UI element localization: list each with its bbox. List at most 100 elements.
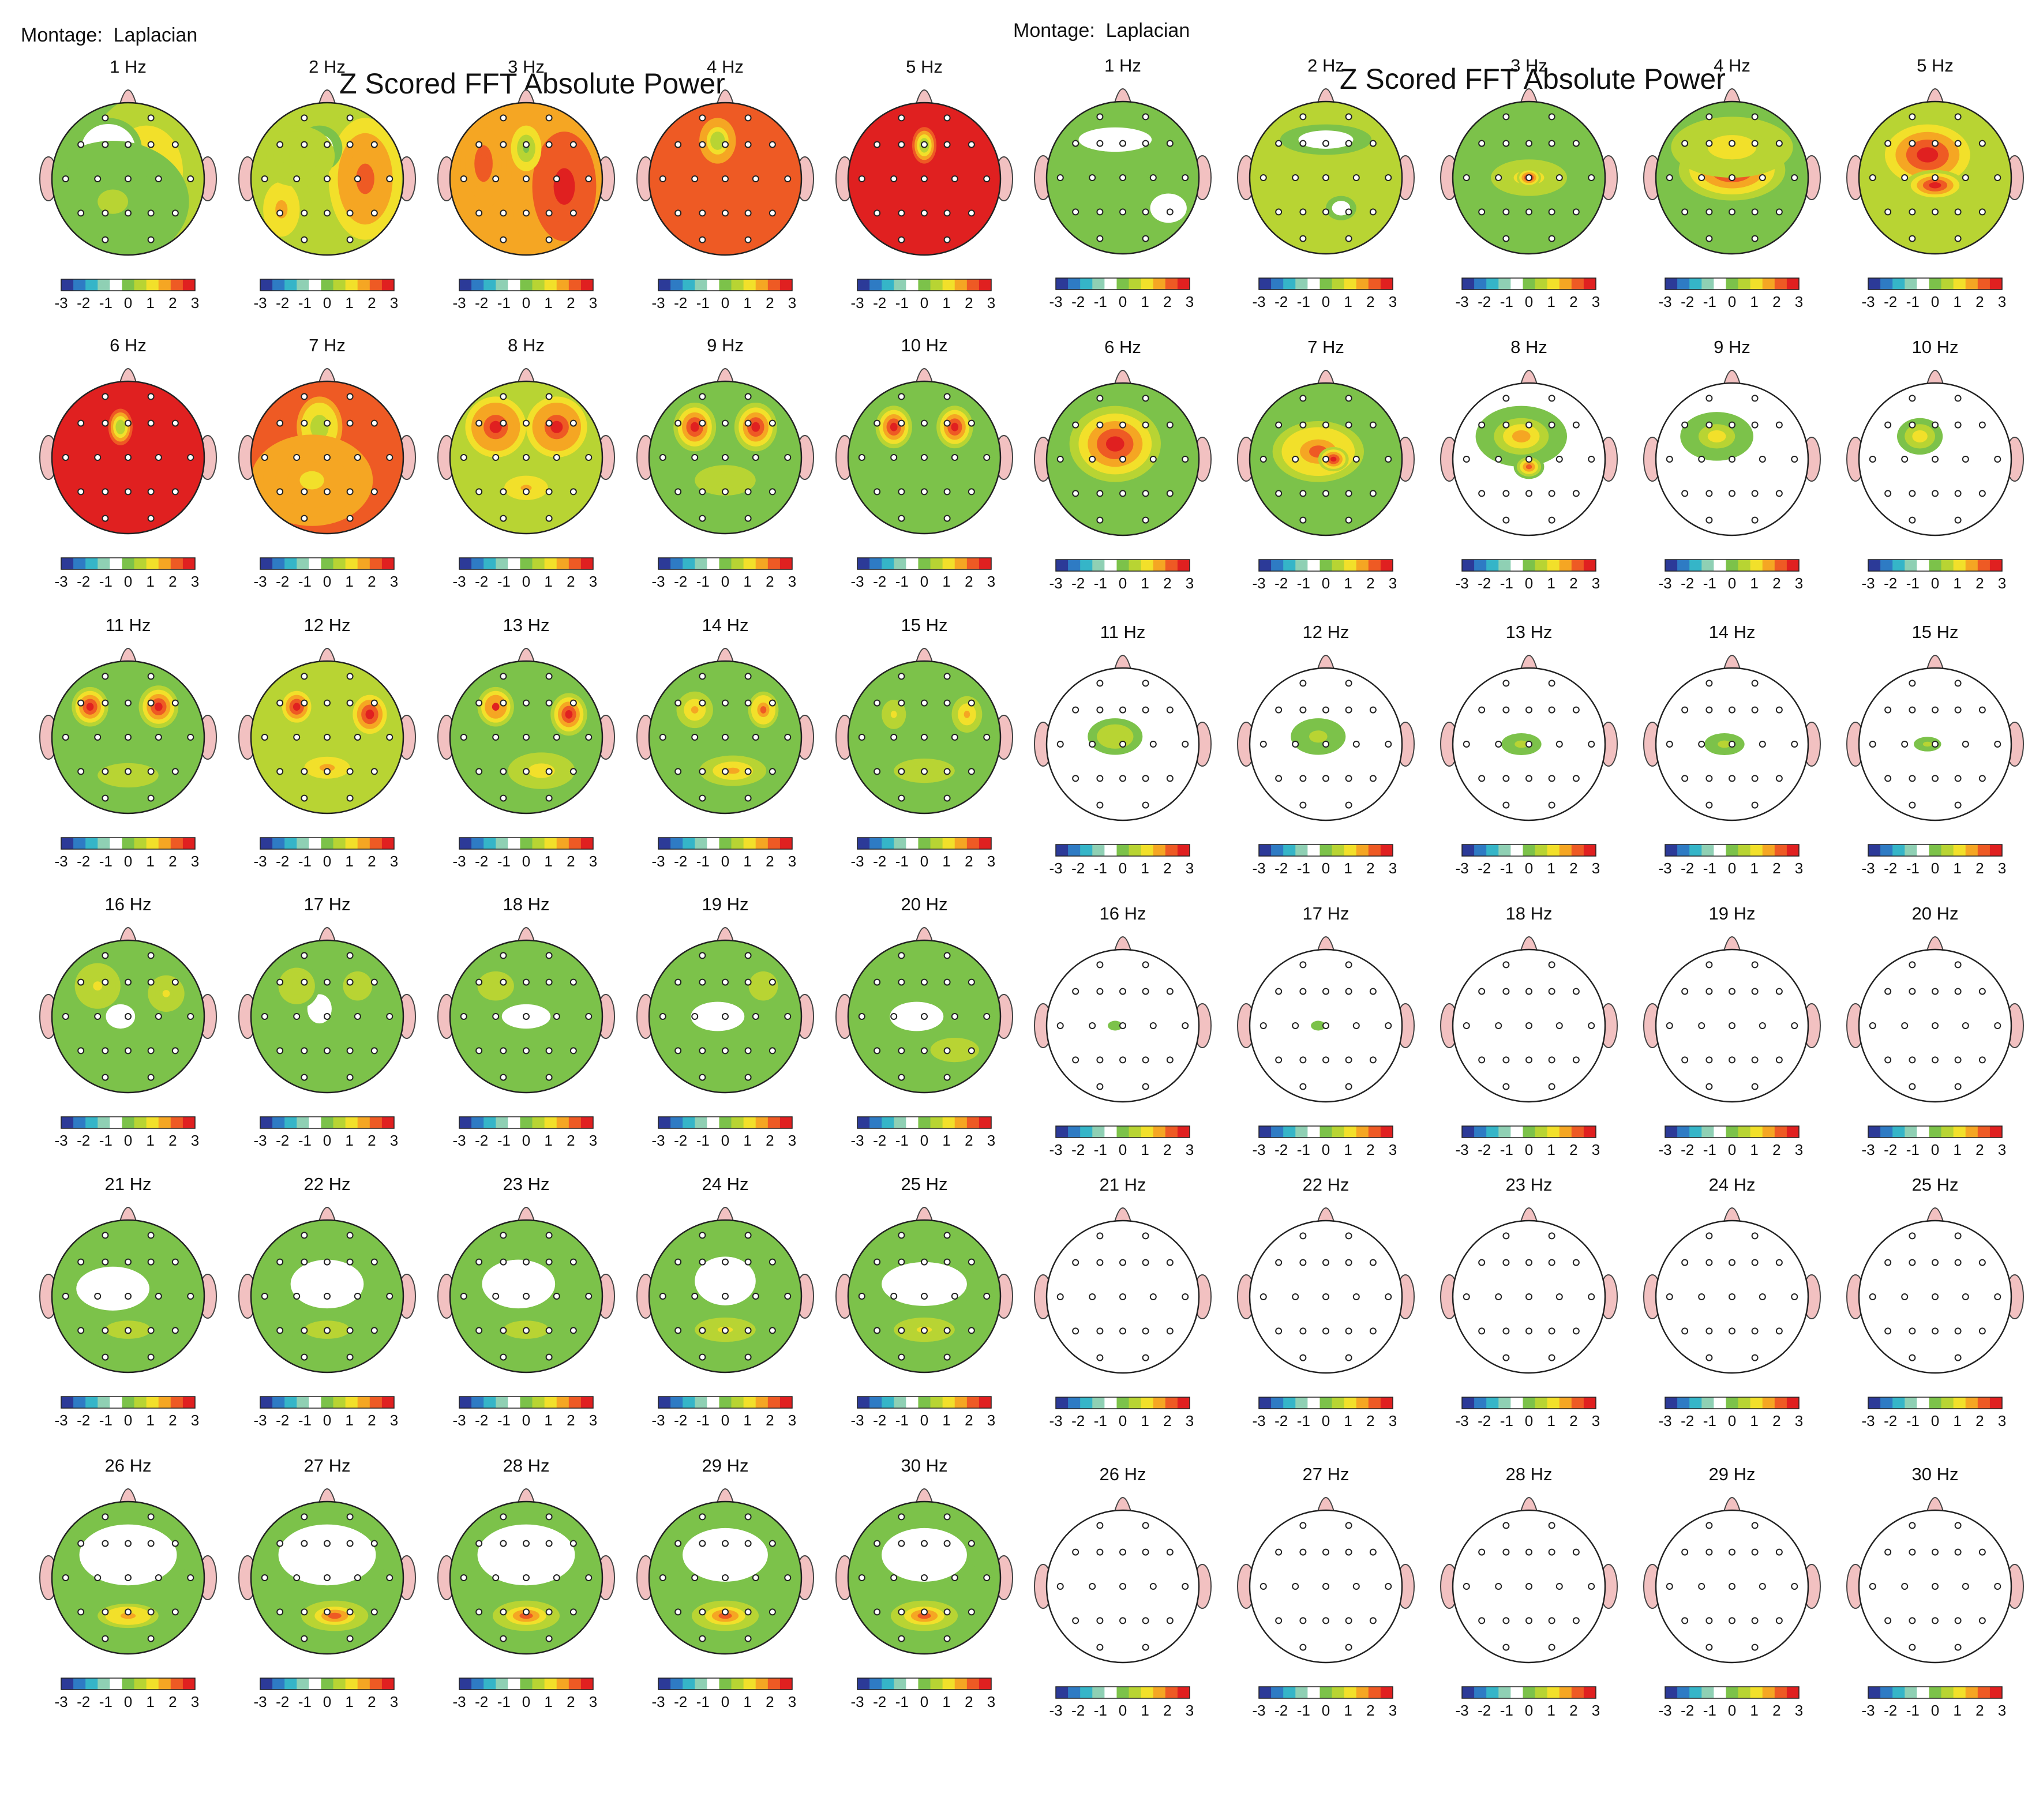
colorbar-tick-label: -2 — [276, 1412, 289, 1429]
electrode — [921, 419, 928, 427]
colorbar-segment — [1307, 845, 1320, 856]
electrode — [1932, 1548, 1939, 1556]
electrode — [744, 1074, 752, 1081]
colorbar-tick-label: 0 — [323, 1693, 331, 1710]
colorbar-tick-label: 3 — [1998, 860, 2006, 877]
electrode — [1791, 741, 1798, 748]
electrode — [386, 734, 393, 741]
head-outline — [250, 939, 404, 1094]
electrode — [1548, 1259, 1555, 1266]
nose — [915, 648, 934, 663]
electrode — [94, 1013, 102, 1020]
electrode — [1166, 1259, 1174, 1266]
colorbar-segment — [170, 1397, 183, 1408]
colorbar-tick-label: 3 — [191, 1412, 199, 1429]
electrode — [102, 1327, 109, 1334]
electrode — [301, 515, 308, 522]
electrode — [301, 393, 308, 400]
colorbar-tick-label: -1 — [1906, 293, 1920, 310]
electrode — [722, 454, 729, 461]
electrode — [744, 1513, 752, 1521]
colorbar-segment — [1295, 278, 1308, 290]
electrode — [858, 1293, 865, 1300]
electrode — [125, 978, 132, 986]
power-contour — [1967, 1292, 1980, 1301]
electrode — [147, 419, 155, 427]
colorbar-tick-label: -1 — [497, 294, 511, 312]
colorbar-segment — [1368, 278, 1381, 290]
topomap: 28 Hz-3 -2 -1 0 1 2 3 — [1440, 1464, 1618, 1719]
colorbar-frame — [1665, 277, 1800, 290]
colorbar-tick-label: 3 — [1592, 1702, 1600, 1719]
electrode — [1751, 490, 1759, 497]
colorbar-tick-label: -1 — [298, 573, 312, 590]
colorbar-segment — [1344, 845, 1357, 856]
head-outline — [1655, 948, 1809, 1103]
colorbar-segment — [1726, 1126, 1739, 1138]
power-contour — [565, 710, 573, 719]
head-outline — [1655, 100, 1809, 255]
electrode — [1751, 1617, 1759, 1624]
electrode — [171, 699, 179, 707]
colorbar-tick-label: 2 — [168, 573, 177, 590]
colorbar-frame — [1258, 559, 1393, 572]
colorbar-segment — [1559, 1397, 1572, 1409]
colorbar-tick-label: -1 — [1500, 860, 1513, 877]
colorbar-segment — [134, 1397, 147, 1408]
electrode — [1572, 421, 1580, 429]
electrode — [1478, 775, 1486, 782]
colorbar-tick-label: -2 — [1681, 1141, 1694, 1158]
colorbar-segment — [381, 558, 395, 569]
colorbar-segment — [98, 838, 110, 849]
electrode — [1775, 988, 1783, 995]
electrode — [500, 768, 507, 775]
colorbar-tick-label: 0 — [1728, 293, 1736, 310]
colorbar-segment — [1129, 278, 1142, 290]
head-outline — [1858, 1509, 2012, 1664]
colorbar-segment — [1583, 278, 1596, 290]
power-contour — [964, 711, 970, 718]
electrode — [699, 1327, 706, 1334]
power-contour — [1561, 1338, 1573, 1348]
colorbar-frame — [857, 279, 992, 291]
colorbar-tick-label: 2 — [1366, 575, 1374, 592]
colorbar-segment — [1474, 278, 1487, 290]
colorbar-segment — [894, 558, 906, 569]
colorbar-tick-label: 2 — [1772, 1702, 1780, 1719]
nose — [1926, 1497, 1944, 1512]
frequency-label: 23 Hz — [1506, 1174, 1553, 1195]
colorbar-segment — [1977, 278, 1990, 290]
electrode — [500, 794, 507, 802]
electrode — [569, 1047, 577, 1055]
colorbar-tick-label: 0 — [323, 573, 331, 590]
colorbar-segment — [1868, 278, 1881, 290]
electrode — [324, 768, 331, 775]
colorbar-tick-label: -1 — [696, 853, 710, 870]
frequency-label: 13 Hz — [1506, 622, 1553, 642]
colorbar-tick-label: 2 — [1366, 293, 1374, 310]
power-contour — [1782, 778, 1789, 786]
electrode — [1478, 988, 1486, 995]
frequency-label: 18 Hz — [1506, 903, 1553, 924]
electrode — [545, 1635, 553, 1642]
electrode — [1182, 1293, 1189, 1300]
electrode — [276, 419, 284, 427]
electrode — [1292, 174, 1299, 181]
electrode — [1089, 1022, 1096, 1029]
colorbar-segment — [942, 1397, 955, 1408]
electrode — [1555, 1022, 1563, 1029]
colorbar-segment — [719, 838, 732, 849]
colorbar-segment — [779, 838, 793, 849]
electrode — [1502, 208, 1510, 216]
electrode — [545, 1327, 553, 1334]
electrode — [171, 209, 179, 217]
electrode — [187, 454, 194, 461]
electrode — [301, 1074, 308, 1081]
colorbar-segment — [1295, 845, 1308, 856]
electrode — [1502, 1083, 1510, 1090]
electrode — [147, 794, 155, 802]
colorbar-segment — [1332, 278, 1345, 290]
electrode — [898, 1353, 905, 1361]
colorbar-tick-label: 2 — [1772, 860, 1780, 877]
colorbar-tick-label: -1 — [1297, 1141, 1310, 1158]
